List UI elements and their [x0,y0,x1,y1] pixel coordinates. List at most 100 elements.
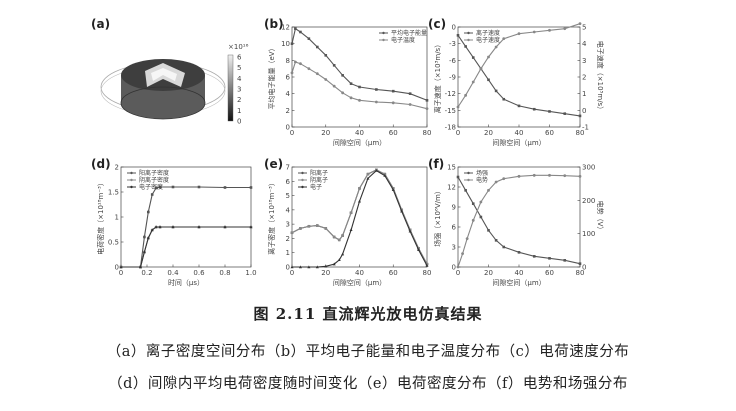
data-point [171,225,175,229]
x-axis-label: 间隙空间（μm） [333,138,386,147]
legend-marker [467,171,470,175]
data-point [316,45,319,49]
x-tick-label: 0.8 [219,269,230,277]
x-tick-label: 0.2 [141,269,152,277]
data-point [307,37,311,40]
data-point [502,37,506,41]
data-point [563,174,567,178]
panel-a-label: (a) [91,17,111,31]
panel-d: (d) 0 0.2 0.4 0.6 0.8 1.0 0 0.5 1 1.5 2 时间（μs） 电荷密度（… [85,155,260,290]
y-tick-label: 6 [452,224,457,232]
legend-label: 阳离子密度 [139,169,169,177]
y-right-tick-label: 3 [582,57,586,65]
y-tick-label: 0 [286,124,290,132]
panel-b: (b) 0 20 40 60 80 0 2 4 6 8 10 12 间隙空间（μm） 平均电子能量（eV）… [262,15,432,150]
y-tick-label: -15 [445,107,456,115]
data-point [358,85,361,89]
data-point [150,193,154,196]
legend-label: 阴离子密度 [139,176,169,184]
data-point [391,188,395,192]
x-tick-label: 20 [321,129,330,137]
data-point [366,172,370,176]
series-line [121,226,251,268]
data-point [464,93,468,97]
data-point [223,225,227,229]
data-point [563,259,567,262]
data-point [324,227,328,230]
legend-marker [467,31,470,35]
y-right-tick-label: 200 [582,197,595,205]
data-point [479,200,483,204]
colorbar-tick-label: 4 [237,75,242,83]
y-tick-label: 1.5 [108,189,119,197]
y-axis-label: 场强（×10⁶V/m） [433,187,442,247]
data-point [293,60,297,64]
data-point [332,262,336,266]
x-tick-label: 40 [515,269,524,277]
data-point [332,84,336,88]
data-point [341,74,344,77]
x-tick-label: 80 [423,269,432,277]
data-point [494,45,498,49]
data-point [471,80,475,84]
y-tick-label: 6 [286,178,291,186]
data-point [150,228,154,232]
legend-label: 电子 [310,183,322,191]
x-tick-label: 0.6 [193,269,205,277]
colorbar-tick-label: 3 [237,86,241,94]
data-point [425,99,429,102]
data-point [417,248,421,252]
data-point [249,225,253,229]
y-right-tick-label: 1 [582,90,586,98]
data-point [487,78,490,82]
data-point [532,30,536,34]
y-tick-label: 0 [115,264,119,272]
data-point [517,104,521,108]
x-tick-label: 20 [484,269,493,277]
data-point [548,173,551,177]
legend-label: 场强 [476,169,488,177]
y-tick-label: 4 [286,90,291,98]
x-tick-label: 40 [515,129,524,137]
data-point [548,257,551,260]
data-point [299,30,302,34]
y-axis-label: 离子速度（×10³m/s） [433,41,442,113]
series-line [457,23,581,108]
data-point [532,173,536,177]
data-point [154,186,158,190]
legend-marker [130,178,133,182]
data-point [425,107,429,111]
chart-c: 0 20 40 60 80 0 -3 -6 -9 -12 -15 -18 5 4 3 2 1 0 -1 电子速度（×1… [433,22,605,147]
data-point [324,78,328,81]
legend-marker [130,185,133,189]
y-tick-label: 2 [286,235,290,243]
y-tick-label: 15 [447,164,456,172]
y-tick-label: 2 [286,107,290,115]
legend-label: 电势 [476,176,488,184]
data-point [487,188,490,192]
data-point [532,255,536,258]
data-point [349,228,353,232]
x-tick-label: 60 [545,129,554,137]
data-point [471,56,475,59]
data-point [425,263,429,267]
x-tick-label: 40 [355,129,364,137]
y-right-tick-label: 2 [582,74,586,82]
legend-marker [301,171,304,175]
legend-label: 电子密度 [139,183,163,191]
data-point [479,215,483,219]
data-point [249,186,253,189]
data-point [548,28,551,32]
x-tick-label: 20 [321,269,330,277]
x-tick-label: 80 [576,129,585,137]
data-point [299,62,302,66]
data-point [502,245,506,249]
data-point [315,224,319,227]
y-tick-label: 6 [286,74,291,82]
y-tick-label: 10 [281,40,290,48]
data-point [479,67,483,71]
data-point [464,45,467,48]
y-right-tick-label: 5 [582,24,586,32]
series-line [457,176,581,265]
data-point [171,185,175,189]
